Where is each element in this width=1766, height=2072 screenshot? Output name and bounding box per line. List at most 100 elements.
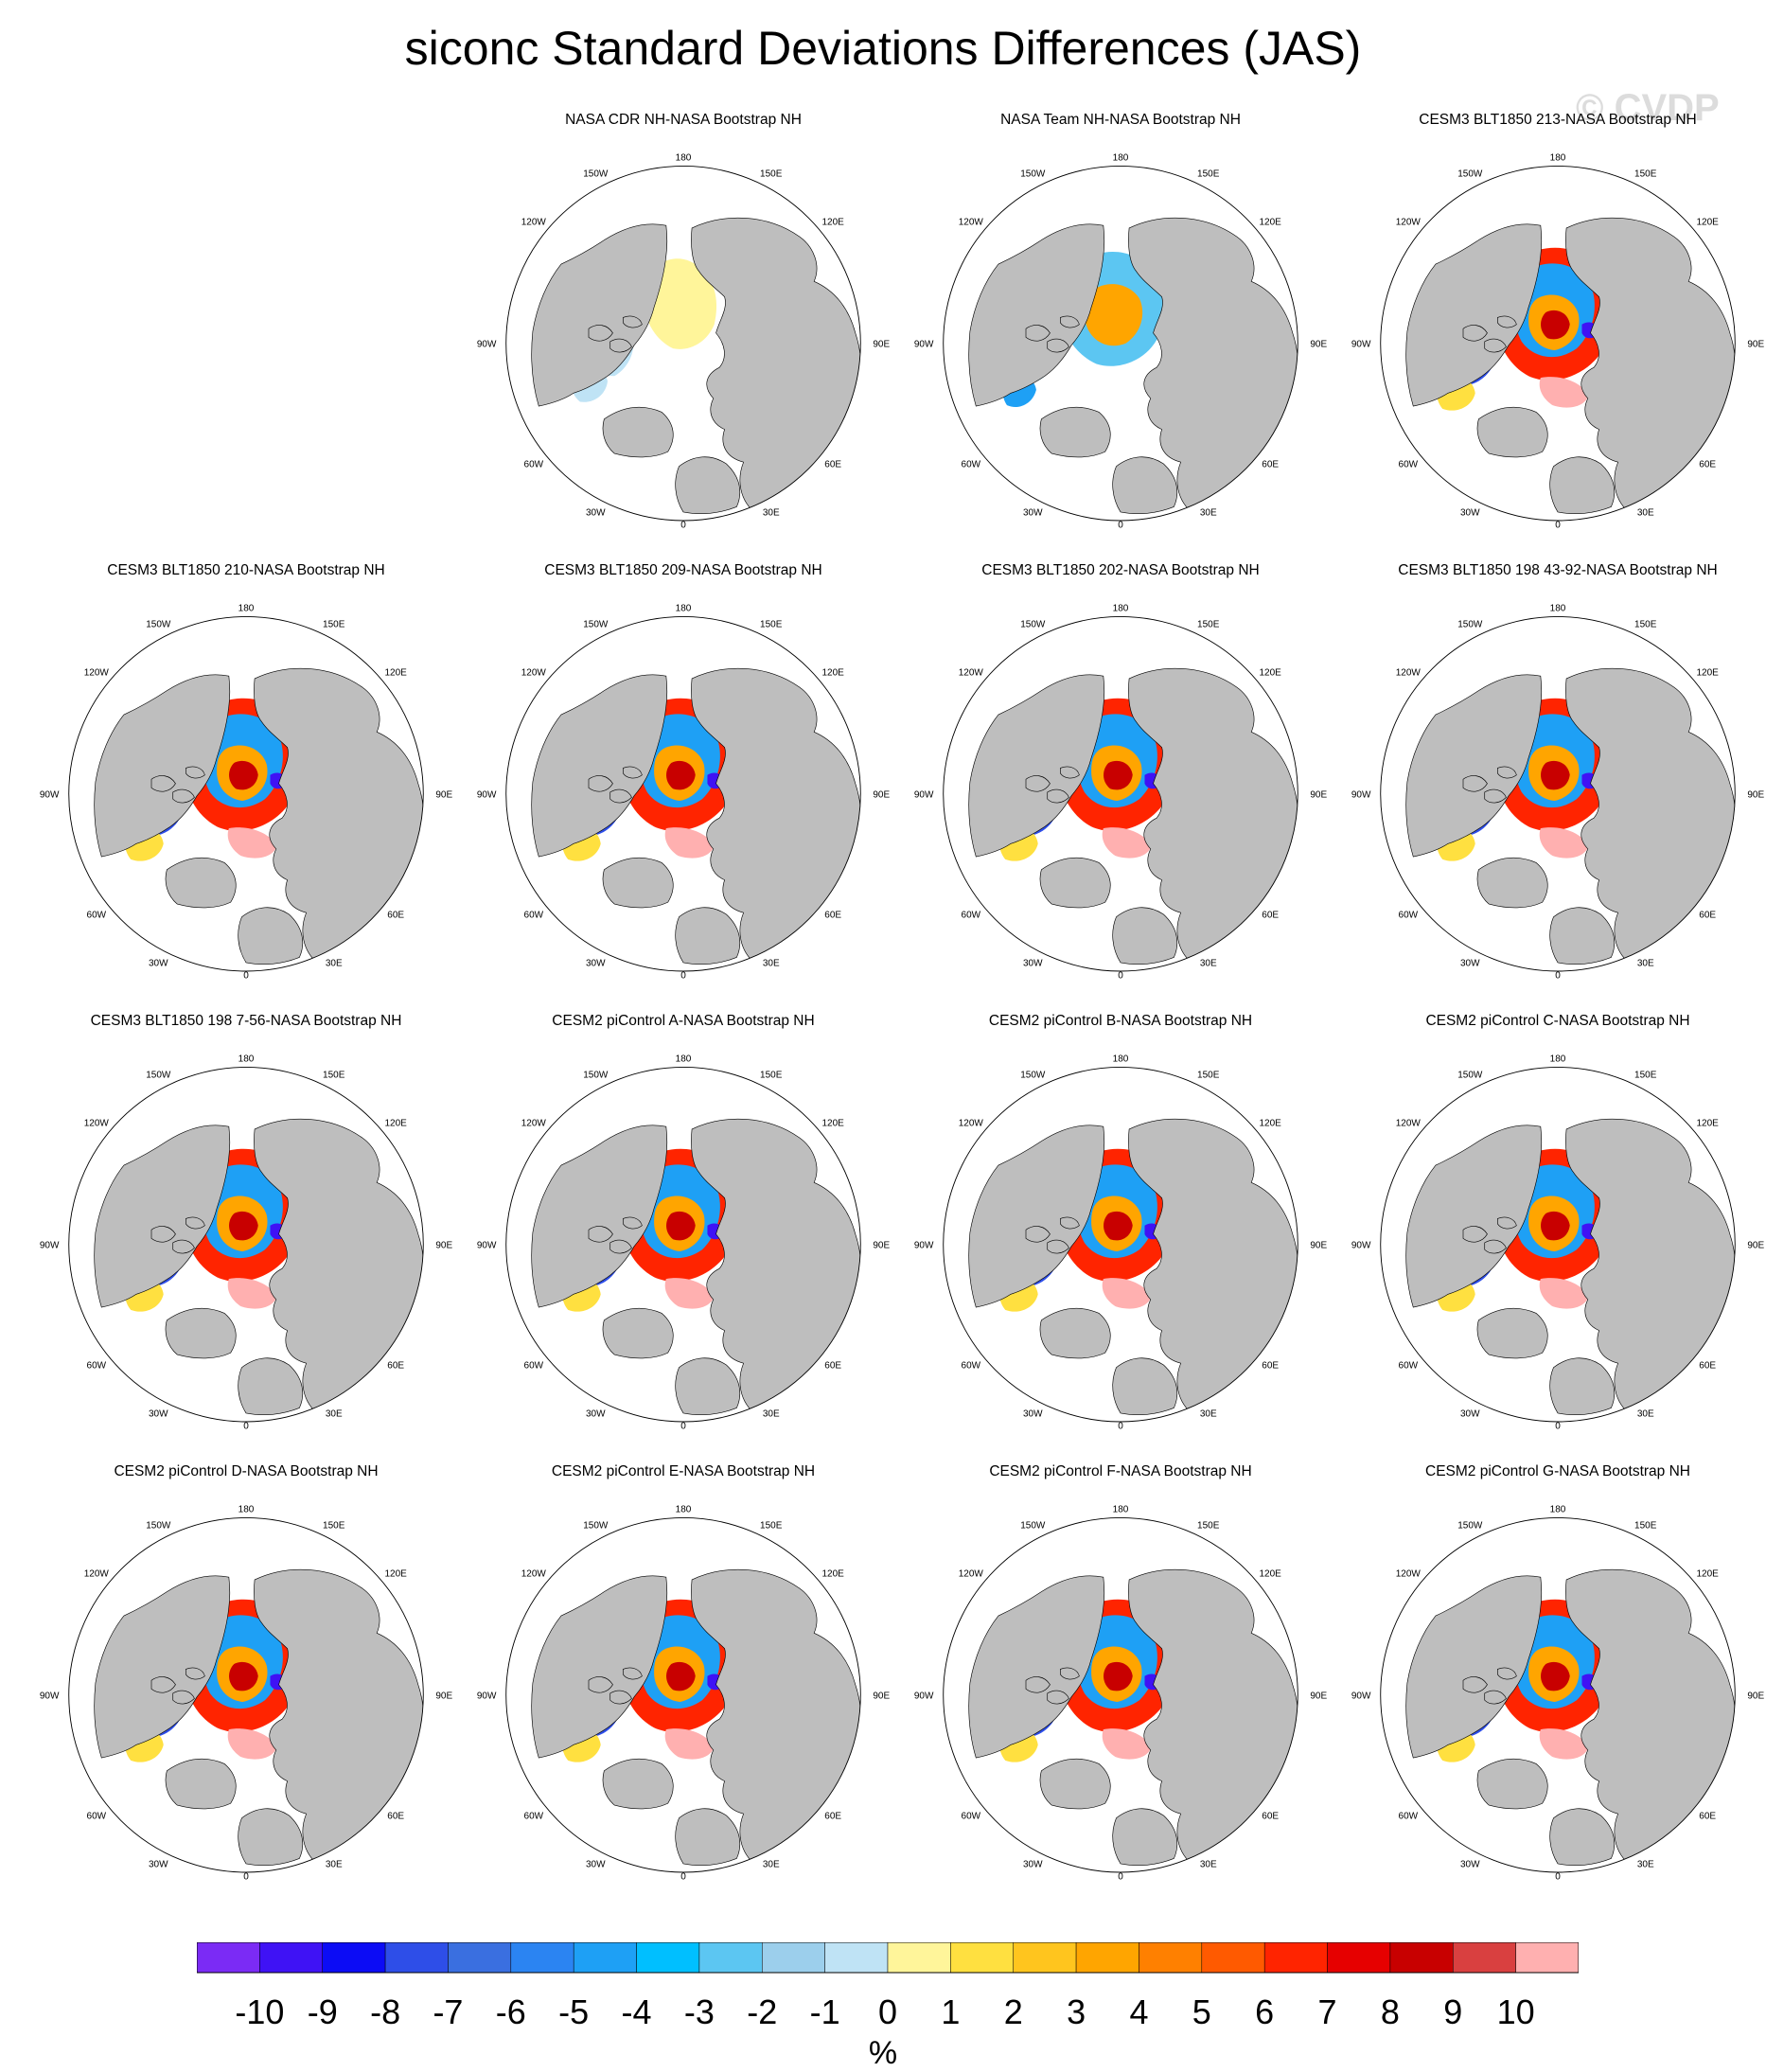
lon-label-90W: 90W (914, 1691, 934, 1701)
land-polygon (1060, 315, 1080, 328)
colorbar-tick-label: 2 (1004, 1992, 1023, 2028)
map-boundary (505, 616, 861, 972)
lon-label-150W: 150W (1020, 168, 1046, 179)
land-polygon (1565, 1568, 1736, 1867)
lon-label-150W: 150W (1457, 168, 1483, 179)
land-polygon (588, 775, 613, 792)
polar-map: 180 0 90W 90E 150W 150E 120W 120E 60W 60E 30W 30E (914, 604, 1328, 982)
colorbar-swatch (1075, 1942, 1139, 1974)
lon-label-30E: 30E (326, 1860, 343, 1870)
land-polygon (1565, 1118, 1736, 1416)
anomaly-patch (1104, 760, 1133, 790)
colorbar-swatch (824, 1942, 889, 1974)
colorbar-tick-label: -3 (684, 1992, 715, 2028)
land-polygon (1497, 1216, 1517, 1230)
lon-label-180: 180 (238, 604, 255, 614)
lon-label-90W: 90W (40, 789, 60, 800)
map-panel: CESM3 BLT1850 213-NASA Bootstrap NH 180 0 9… (1350, 112, 1766, 547)
map-panel: CESM3 BLT1850 210-NASA Bootstrap NH 180 0 9… (38, 562, 454, 998)
colorbar-tick-label: 5 (1192, 1992, 1211, 2028)
lon-label-150W: 150W (146, 619, 171, 629)
lon-label-120W: 120W (1396, 1118, 1422, 1128)
lon-label-0: 0 (243, 1421, 249, 1431)
anomaly-patch (664, 827, 715, 859)
lon-label-60E: 60E (1699, 1812, 1716, 1822)
colorbar-swatch (1201, 1942, 1265, 1974)
map-panel: NASA Team NH-NASA Bootstrap NH 180 0 90W 90E… (912, 112, 1329, 547)
lon-label-90E: 90E (873, 789, 890, 800)
colorbar-tick-label: -1 (810, 1992, 840, 2028)
lon-label-90E: 90E (1747, 1240, 1764, 1250)
land-polygon (691, 1118, 861, 1416)
map-panel: CESM2 piControl B-NASA Bootstrap NH 180 0 9… (912, 1013, 1329, 1448)
land-mass (1405, 667, 1736, 965)
land-polygon (1549, 907, 1616, 965)
lon-label-30W: 30W (586, 1860, 606, 1870)
land-polygon (1112, 907, 1178, 965)
panel-title: CESM3 BLT1850 202-NASA Bootstrap NH (981, 562, 1260, 578)
lon-label-60E: 60E (1262, 460, 1279, 470)
colorbar-frame (197, 1942, 1579, 1974)
lon-label-30W: 30W (1460, 959, 1480, 969)
land-polygon (1112, 1808, 1178, 1867)
land-polygon (623, 315, 643, 328)
land-polygon (1128, 1568, 1298, 1867)
lon-label-150W: 150W (1020, 1070, 1046, 1080)
lon-label-150E: 150E (760, 168, 783, 179)
colorbar-tick-label: 3 (1067, 1992, 1086, 2028)
land-polygon (1565, 667, 1736, 965)
lon-label-90W: 90W (40, 1240, 60, 1250)
land-mass (94, 1568, 424, 1867)
land-polygon (94, 1125, 231, 1308)
land-polygon (602, 1307, 674, 1359)
land-polygon (609, 338, 632, 353)
colorbar-swatch (448, 1942, 512, 1974)
colorbar-tick-label: 1 (941, 1992, 960, 2028)
lon-label-0: 0 (1555, 970, 1561, 981)
lon-label-120W: 120W (1396, 217, 1422, 227)
map-panel: CESM2 piControl C-NASA Bootstrap NH 180 0 9… (1350, 1013, 1766, 1448)
panel-title: CESM2 piControl A-NASA Bootstrap NH (552, 1013, 815, 1029)
lon-label-30E: 30E (1200, 1860, 1217, 1870)
lon-label-30W: 30W (1460, 1409, 1480, 1420)
map-panel: CESM3 BLT1850 198 7-56-NASA Bootstrap NH… (38, 1013, 454, 1448)
lon-label-30W: 30W (1460, 1860, 1480, 1870)
lon-label-120E: 120E (822, 217, 845, 227)
lon-label-150W: 150W (583, 1520, 609, 1531)
land-polygon (172, 788, 195, 804)
map-boundary (68, 616, 424, 972)
lon-label-150W: 150W (146, 1070, 171, 1080)
lon-label-0: 0 (1555, 520, 1561, 530)
land-polygon (602, 406, 674, 458)
anomaly-patch (666, 760, 696, 790)
land-polygon (623, 1216, 643, 1230)
land-mass (531, 667, 861, 965)
lon-label-60E: 60E (1262, 1812, 1279, 1822)
lon-label-60W: 60W (1399, 911, 1419, 921)
lon-label-180: 180 (1550, 1054, 1566, 1065)
lon-label-120E: 120E (1697, 1118, 1720, 1128)
anomaly-patch (1084, 284, 1143, 346)
land-polygon (623, 766, 643, 779)
colorbar-swatch (698, 1942, 763, 1974)
land-mass (531, 1118, 861, 1416)
lon-label-60E: 60E (824, 1361, 841, 1372)
colorbar-units: % (868, 2035, 898, 2071)
lon-label-120W: 120W (521, 667, 547, 678)
colorbar-tick-label: -5 (558, 1992, 589, 2028)
colorbar-tick-label: -9 (308, 1992, 338, 2028)
lon-label-30E: 30E (763, 1860, 780, 1870)
lon-label-90E: 90E (1747, 1691, 1764, 1701)
land-polygon (602, 1758, 674, 1810)
lon-label-180: 180 (1113, 153, 1129, 164)
lon-label-120E: 120E (822, 1568, 845, 1579)
land-polygon (1476, 1758, 1548, 1810)
watermark: © CVDP (1576, 87, 1720, 129)
colorbar-swatch (322, 1942, 386, 1974)
land-mass (1405, 1118, 1736, 1416)
lon-label-150W: 150W (1020, 1520, 1046, 1531)
lon-label-0: 0 (1555, 1871, 1561, 1882)
land-polygon (968, 1575, 1105, 1759)
lon-label-90E: 90E (435, 789, 452, 800)
panel-title: CESM2 piControl C-NASA Bootstrap NH (1425, 1013, 1690, 1029)
